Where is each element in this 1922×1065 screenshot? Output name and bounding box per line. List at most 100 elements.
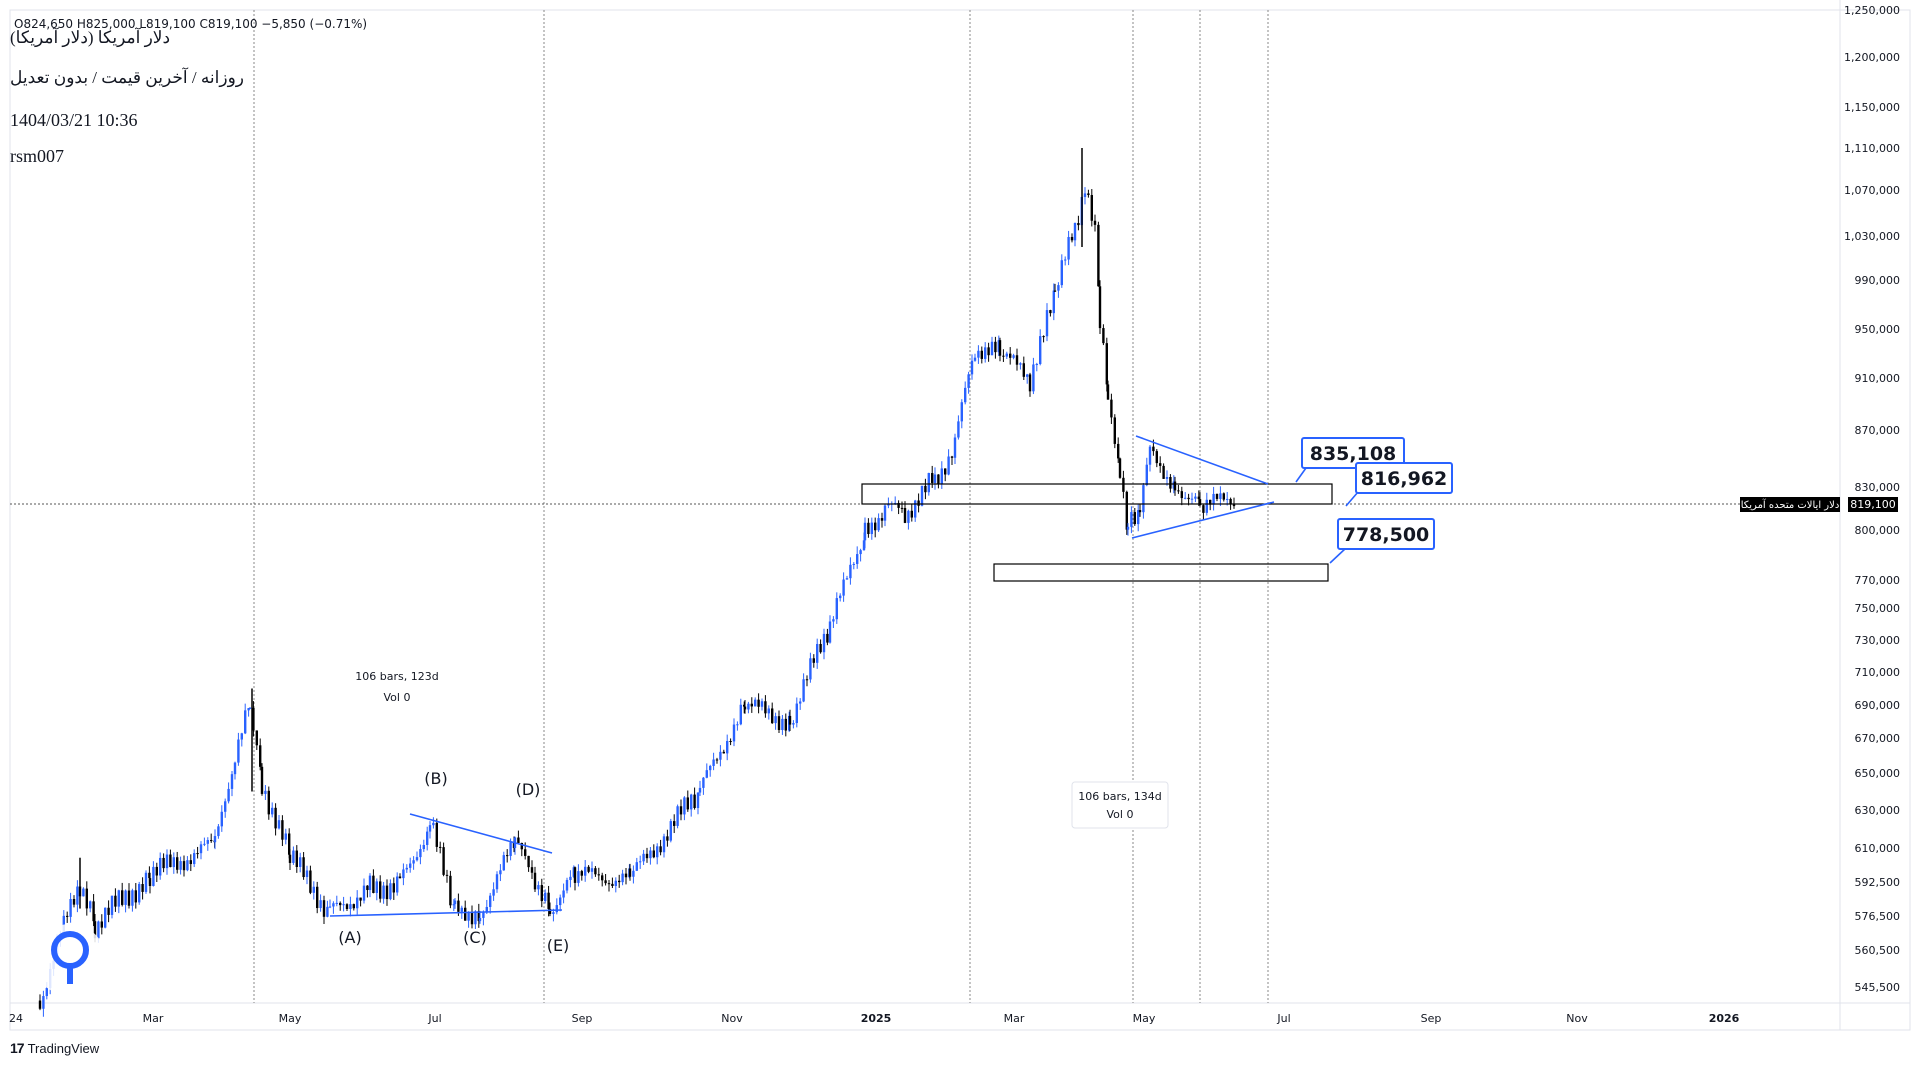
candle-down <box>998 340 1002 356</box>
candle-down <box>295 850 298 867</box>
candle-down <box>255 730 258 746</box>
time-tick-label: Mar <box>1004 1012 1025 1025</box>
candle-down <box>1077 223 1080 226</box>
candle-down <box>1098 286 1102 329</box>
candle-up <box>389 883 392 900</box>
candle-up <box>165 854 169 869</box>
candle-up <box>792 723 795 725</box>
candle-up <box>828 621 832 643</box>
candle-down <box>316 886 319 909</box>
candle-up <box>230 774 234 789</box>
candle-down <box>1155 451 1158 464</box>
time-tick-label: Nov <box>1566 1012 1588 1025</box>
time-tick-label: Jul <box>427 1012 441 1025</box>
candle-down <box>1087 193 1090 196</box>
candle-down <box>757 699 760 707</box>
candle-down <box>442 847 445 875</box>
candle-down <box>1053 290 1057 292</box>
candle-down <box>1097 224 1100 287</box>
candle-down <box>652 850 655 858</box>
candle-up <box>809 658 812 680</box>
watermark-logo-icon <box>34 924 106 996</box>
price-tick-label: 560,500 <box>1855 944 1901 957</box>
candle-down <box>517 837 520 843</box>
candle-down <box>288 854 292 863</box>
candle-up <box>984 347 987 359</box>
price-tick-label: 950,000 <box>1855 323 1901 336</box>
triangle-upper-line-2024[interactable] <box>409 813 553 854</box>
support-zone-box[interactable] <box>993 563 1329 582</box>
callout-816962[interactable]: 816,962 <box>1345 462 1453 507</box>
candle-down <box>924 485 927 493</box>
candle-down <box>587 866 590 872</box>
callout-label: 835,108 <box>1310 443 1397 465</box>
candle-up <box>124 890 127 905</box>
candle-up <box>482 912 485 918</box>
candle-down <box>987 347 990 356</box>
candle-down <box>1197 496 1200 500</box>
candle-up <box>179 861 182 870</box>
candle-up <box>159 857 162 876</box>
candle-up <box>172 857 175 868</box>
candle-up <box>1205 499 1208 513</box>
tradingview-footer[interactable]: 17 TradingView <box>10 1040 99 1056</box>
candle-down <box>1102 328 1105 344</box>
candle-down <box>114 895 117 907</box>
price-tick-label: 1,030,000 <box>1844 230 1900 243</box>
candle-down <box>903 507 907 523</box>
candle-up <box>362 885 366 901</box>
candle-up <box>1045 310 1049 337</box>
price-tick-label: 710,000 <box>1855 666 1901 679</box>
candle-down <box>1198 499 1202 506</box>
candle-up <box>426 831 429 845</box>
candle-down <box>679 806 683 815</box>
candle-down <box>826 633 829 643</box>
callout-835108[interactable]: 835,108 <box>1295 437 1405 483</box>
candle-up <box>485 906 488 913</box>
candle-down <box>121 890 124 905</box>
candle-up <box>1012 355 1015 358</box>
triangle-lower-line-2025[interactable] <box>1131 501 1275 539</box>
measure-label-1[interactable]: 106 bars, 123d Vol 0 <box>355 670 438 704</box>
candle-up <box>474 911 477 925</box>
candle-up <box>1026 374 1029 377</box>
candle-up <box>705 770 708 778</box>
resistance-zone-box[interactable] <box>861 483 1333 505</box>
time-tick-label: 2026 <box>1709 1012 1740 1025</box>
candle-up <box>736 724 739 726</box>
candle-up <box>977 350 980 358</box>
measure-label-2[interactable]: 106 bars, 134d Vol 0 <box>1071 781 1169 829</box>
candle-up <box>537 885 540 890</box>
candle-down <box>182 861 186 871</box>
candle-down <box>1187 497 1190 500</box>
candle-up <box>247 708 250 711</box>
candle-up <box>396 876 399 893</box>
candle-up <box>856 554 859 564</box>
ohlc-readout: O824,650 H825,000 L819,100 C819,100 −5,8… <box>14 17 368 31</box>
measure-box <box>1071 781 1169 829</box>
candle-up <box>405 867 408 870</box>
wave-label-b: (B) <box>424 769 447 788</box>
triangle-lower-line-2024[interactable] <box>329 909 563 917</box>
candle-up <box>432 822 435 826</box>
candle-down <box>607 883 611 885</box>
candle-up <box>544 892 547 902</box>
candle-up <box>1073 223 1077 241</box>
candle-up <box>649 850 652 859</box>
triangle-upper-line-2025[interactable] <box>1135 435 1269 485</box>
callout-778500[interactable]: 778,500 <box>1329 518 1435 564</box>
price-axis[interactable]: 1,250,000 1,200,000 1,150,000 1,110,000 1,07… <box>1844 4 1900 994</box>
candle-down <box>659 846 662 853</box>
candle-up <box>973 357 977 361</box>
candle-down <box>1209 499 1212 505</box>
candle-up <box>1212 493 1215 505</box>
candle-down <box>1202 505 1205 513</box>
time-axis[interactable]: 24 Mar May Jul Sep Nov 2025 Mar May Jul Sep Nov 2026 <box>9 1012 1740 1025</box>
candle-down <box>604 880 607 884</box>
wave-label-d: (D) <box>516 780 541 799</box>
candle-up <box>203 843 206 845</box>
candle-up <box>849 564 852 579</box>
candle-down <box>573 867 577 883</box>
candle-down <box>1106 384 1110 400</box>
